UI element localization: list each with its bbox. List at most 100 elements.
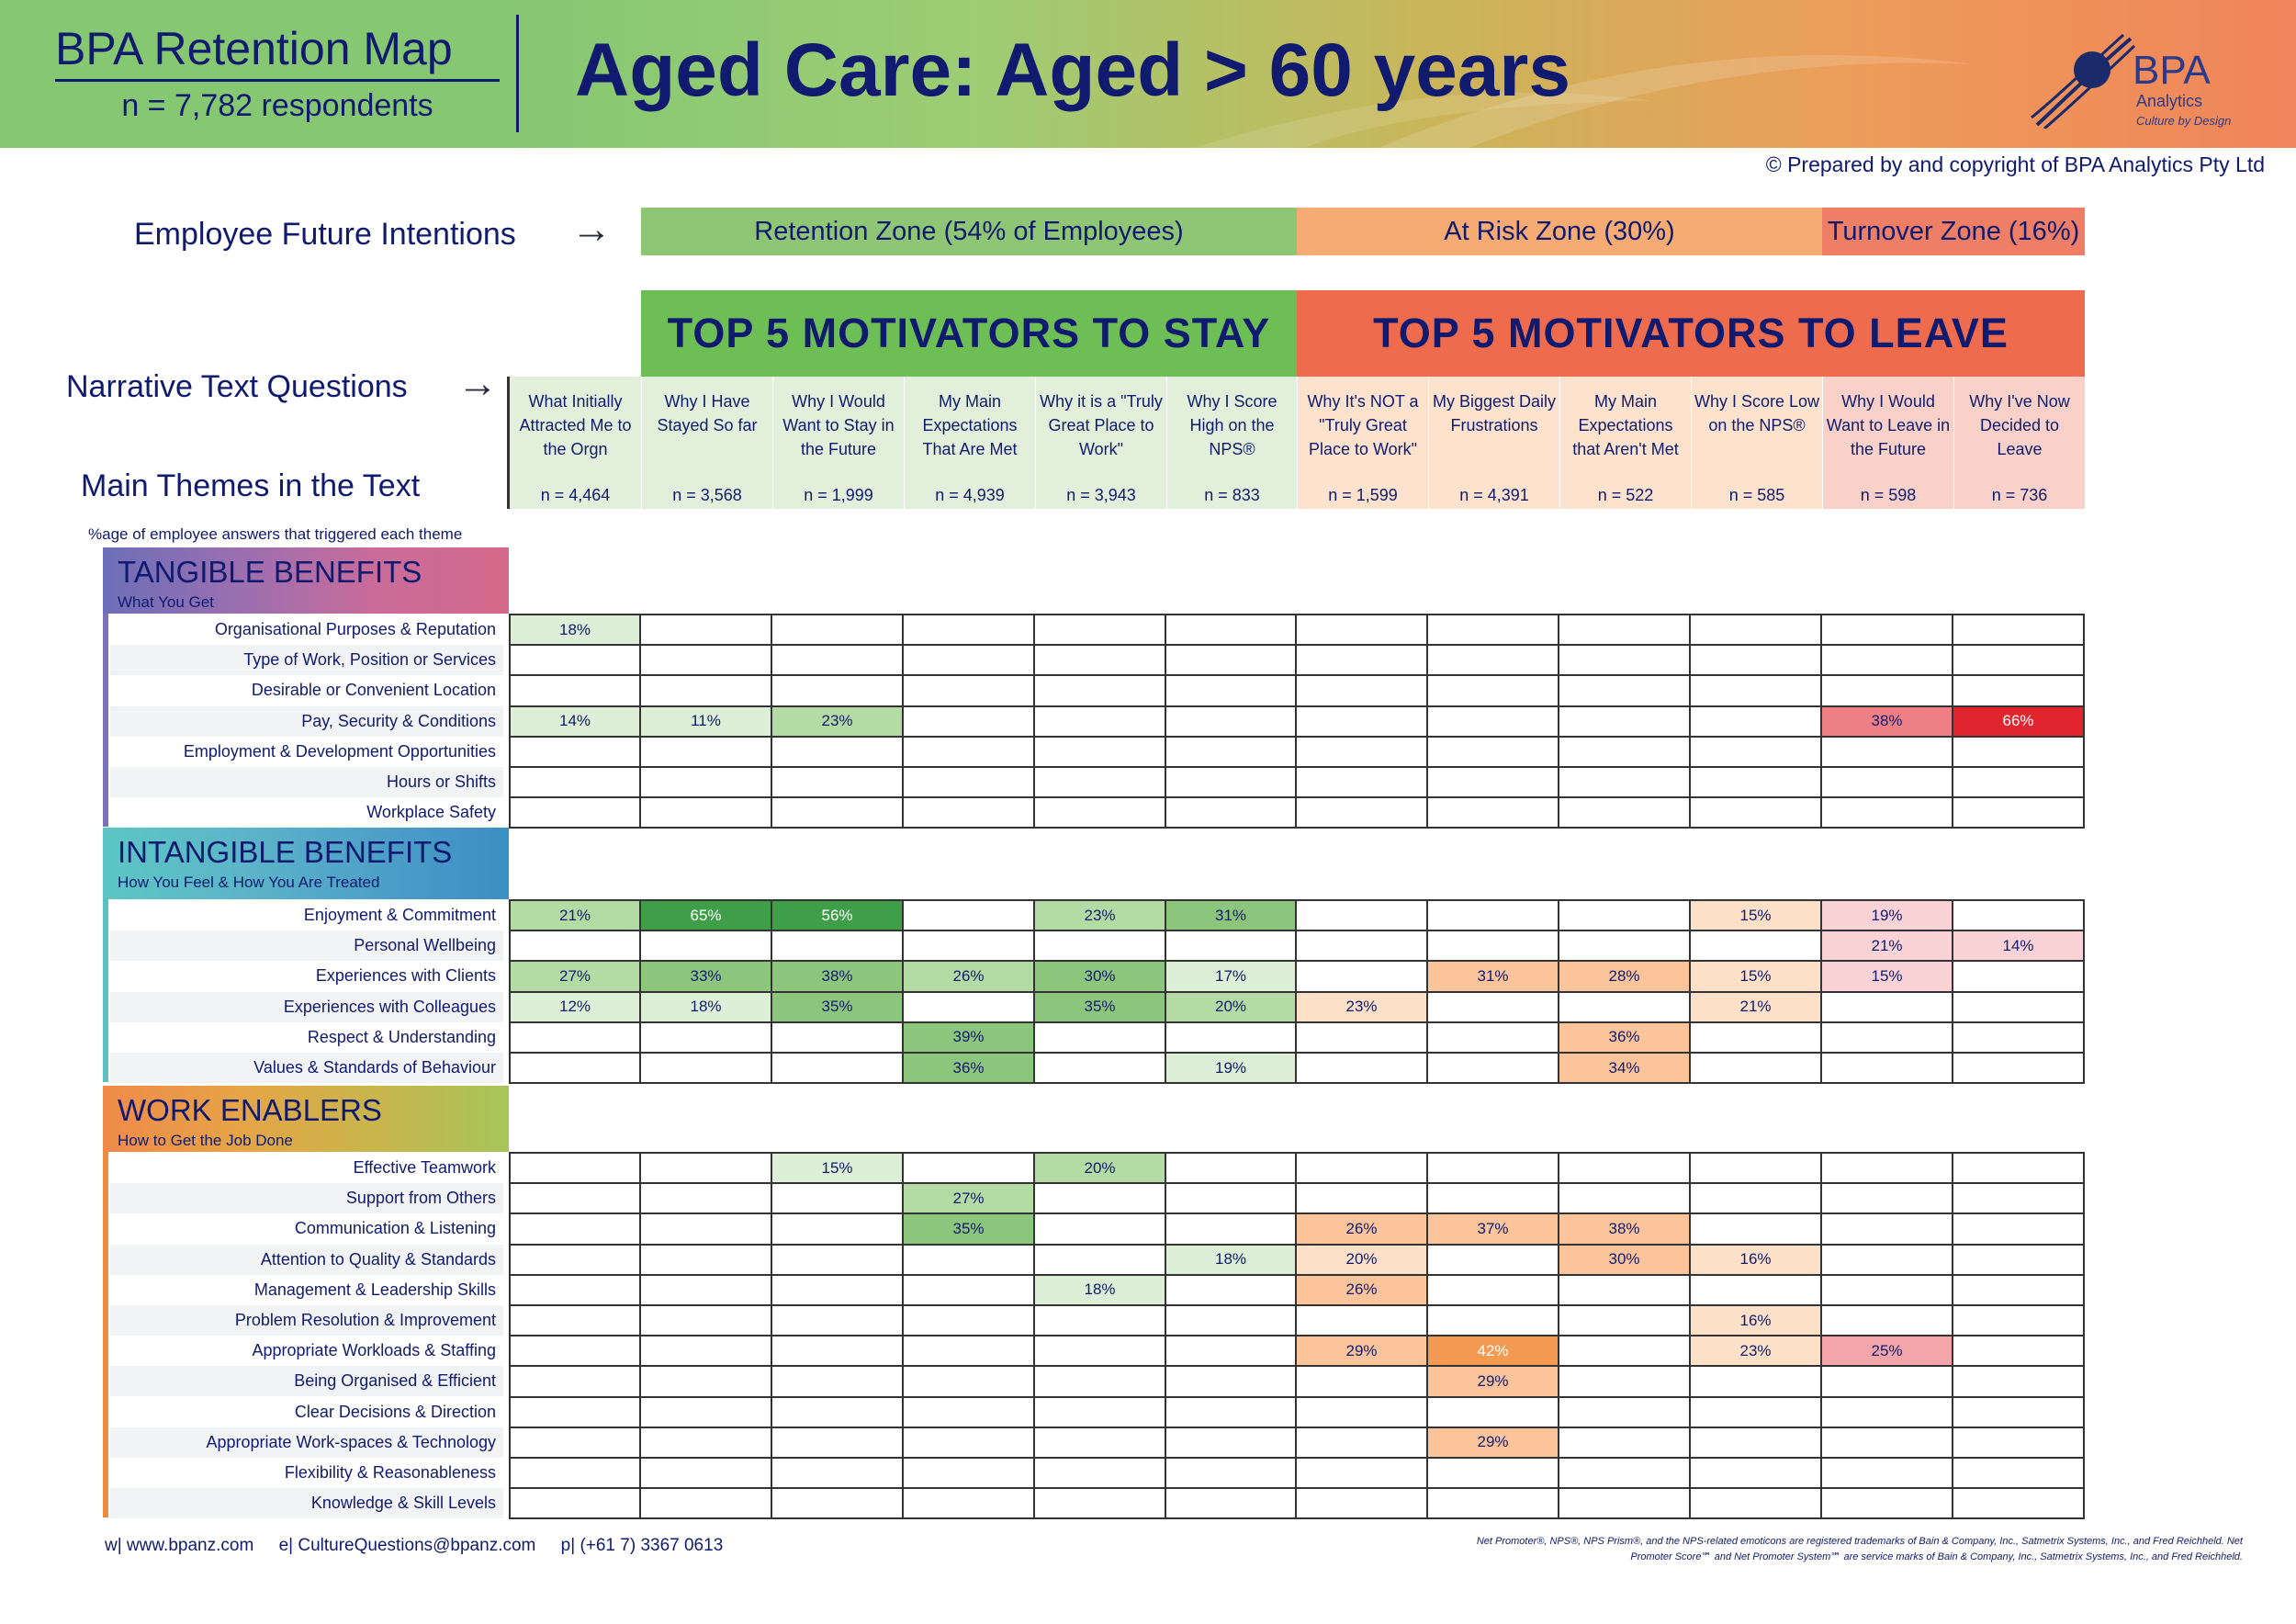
theme-cell: [904, 1459, 1035, 1490]
question-text: Why it is a "Truly Great Place to Work": [1040, 392, 1163, 458]
theme-cell: [1297, 706, 1428, 738]
theme-cell: [772, 931, 904, 963]
theme-cell: [1953, 1336, 2085, 1368]
theme-cell: 31%: [1428, 962, 1559, 993]
theme-cell: [1822, 1022, 1953, 1054]
question-header-1: What Initially Attracted Me to the Orgn n…: [509, 377, 641, 509]
title-underline: [55, 79, 500, 82]
theme-cell: [641, 1214, 772, 1246]
theme-row-label: Personal Wellbeing: [110, 930, 503, 962]
theme-row-label: Respect & Understanding: [307, 1027, 496, 1046]
theme-cell: [904, 931, 1035, 963]
question-sample-size: n = 736: [1991, 486, 2048, 504]
logo-subtext: Analytics: [2136, 92, 2203, 110]
theme-cell: 26%: [1297, 1214, 1428, 1246]
theme-cell: [1166, 737, 1297, 768]
theme-cell: [509, 676, 641, 707]
theme-cell: [1559, 768, 1691, 799]
theme-cell: [772, 1336, 904, 1368]
theme-cell: 20%: [1297, 1245, 1428, 1276]
theme-cell: 29%: [1297, 1336, 1428, 1368]
theme-cell: [1297, 1306, 1428, 1337]
footer-website-link[interactable]: w| www.bpanz.com: [105, 1536, 254, 1555]
theme-cell: [641, 1054, 772, 1085]
theme-cell: [1166, 1306, 1297, 1337]
theme-cell: [1953, 737, 2085, 768]
question-header-11: Why I Would Want to Leave in the Future n…: [1822, 377, 1953, 509]
theme-cell: [1559, 1489, 1691, 1520]
copyright-notice: © Prepared by and copyright of BPA Analy…: [1765, 152, 2265, 176]
theme-cell: [1428, 768, 1559, 799]
theme-cell: [641, 931, 772, 963]
theme-cell: [1428, 798, 1559, 829]
theme-cell: [1428, 1306, 1559, 1337]
theme-cell: [1428, 1184, 1559, 1215]
theme-cell: [1166, 768, 1297, 799]
section-subtitle: How You Feel & How You Are Treated: [118, 874, 380, 891]
theme-cell: [641, 1154, 772, 1185]
theme-cell: [641, 1336, 772, 1368]
theme-cell: [1559, 1336, 1691, 1368]
theme-cell: [641, 1489, 772, 1520]
theme-row-label: Effective Teamwork: [353, 1158, 496, 1177]
question-sample-size: n = 4,939: [935, 486, 1005, 504]
theme-cell: [772, 1022, 904, 1054]
theme-row-label: Organisational Purposes & Reputation: [214, 620, 496, 638]
banner-swoosh-decoration: [1194, 55, 1975, 148]
theme-cell: [509, 646, 641, 677]
theme-cell: 35%: [1035, 992, 1166, 1023]
question-text: Why I Score High on the NPS®: [1187, 392, 1277, 458]
theme-cell: [1559, 646, 1691, 677]
theme-cell: [1035, 1214, 1166, 1246]
theme-cell: [1953, 1275, 2085, 1306]
theme-cell: [1691, 1489, 1822, 1520]
theme-cell: [1559, 1397, 1691, 1428]
question-sample-size: n = 4,391: [1459, 486, 1529, 504]
theme-cell: 14%: [509, 706, 641, 738]
theme-cell: [641, 1245, 772, 1276]
question-header-7: Why It's NOT a "Truly Great Place to Wor…: [1297, 377, 1428, 509]
theme-cell: [1822, 1397, 1953, 1428]
theme-cell: [1035, 646, 1166, 677]
theme-cell: [1953, 1154, 2085, 1185]
theme-row-label: Problem Resolution & Improvement: [110, 1305, 503, 1336]
theme-cell: [1297, 768, 1428, 799]
theme-row-label: Experiences with Colleagues: [110, 991, 503, 1022]
theme-cell: [1822, 1054, 1953, 1085]
theme-cell: [1559, 1275, 1691, 1306]
theme-cell: [1035, 1459, 1166, 1490]
theme-cell: [1428, 992, 1559, 1023]
theme-cell: [772, 615, 904, 647]
theme-cell: [1822, 676, 1953, 707]
theme-row-label: Pay, Security & Conditions: [110, 705, 503, 737]
theme-cell: [772, 1275, 904, 1306]
theme-cell: [772, 1397, 904, 1428]
theme-cell: [641, 1459, 772, 1490]
section-subtitle: What You Get: [118, 593, 214, 611]
theme-cell: [1953, 615, 2085, 647]
main-themes-label: Main Themes in the Text: [81, 468, 421, 503]
theme-cell: 23%: [1035, 901, 1166, 932]
section-side-bar: [103, 1152, 108, 1518]
theme-cell: [1035, 1489, 1166, 1520]
theme-cell: [1691, 1184, 1822, 1215]
arrow-right-icon: →: [571, 207, 612, 252]
theme-cell: [1166, 706, 1297, 738]
theme-cell: [1166, 646, 1297, 677]
theme-cell: [1166, 1275, 1297, 1306]
arrow-right-icon: →: [457, 361, 498, 406]
theme-cell: 23%: [772, 706, 904, 738]
theme-cell: [1822, 1367, 1953, 1398]
theme-cell: [1428, 1489, 1559, 1520]
theme-cell: [904, 1154, 1035, 1185]
theme-cell: [1166, 1397, 1297, 1428]
theme-cell: [1691, 1214, 1822, 1246]
theme-cell: 56%: [772, 901, 904, 932]
theme-cell: 19%: [1166, 1054, 1297, 1085]
theme-cell: [1953, 1184, 2085, 1215]
theme-cell: [1691, 615, 1822, 647]
footer-email-link[interactable]: e| CultureQuestions@bpanz.com: [278, 1536, 536, 1555]
theme-cell: [1953, 1245, 2085, 1276]
theme-cell: [1297, 901, 1428, 932]
theme-cell: 29%: [1428, 1427, 1559, 1459]
